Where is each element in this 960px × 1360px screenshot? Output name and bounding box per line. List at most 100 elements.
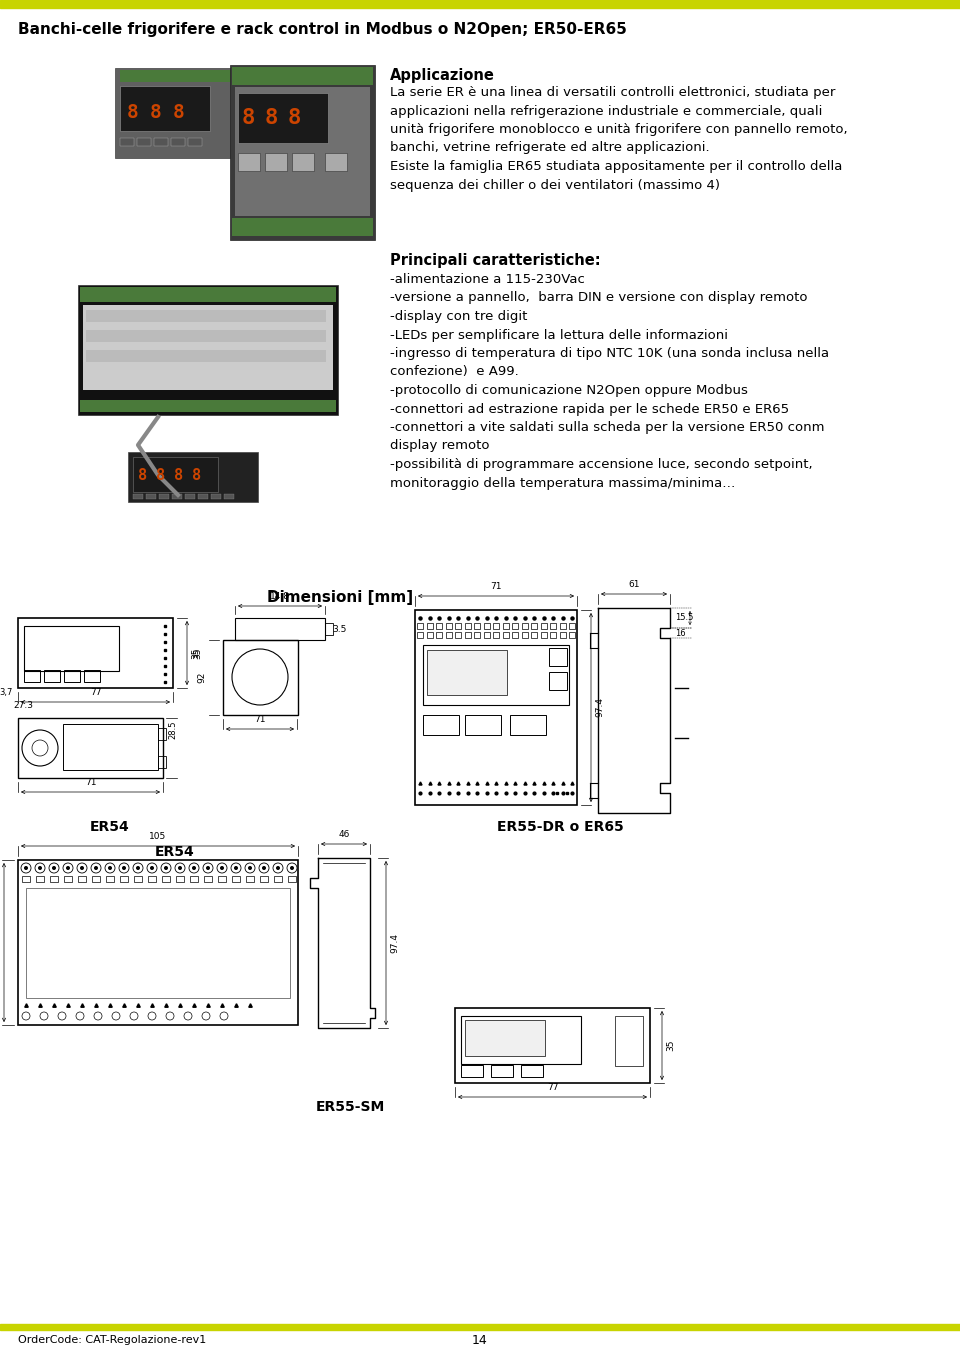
Bar bbox=[502, 623, 509, 628]
Bar bbox=[106, 876, 114, 883]
Bar bbox=[158, 728, 166, 740]
Bar bbox=[148, 876, 156, 883]
Bar bbox=[461, 1016, 581, 1064]
Bar bbox=[461, 1065, 483, 1077]
Circle shape bbox=[136, 866, 140, 870]
Bar bbox=[550, 632, 556, 638]
Bar bbox=[172, 494, 182, 499]
Bar bbox=[78, 286, 338, 415]
Circle shape bbox=[192, 866, 196, 870]
Text: 8: 8 bbox=[173, 103, 184, 122]
Bar bbox=[232, 67, 373, 84]
Bar bbox=[531, 623, 537, 628]
Bar bbox=[560, 632, 565, 638]
Bar bbox=[427, 650, 507, 695]
Text: 8: 8 bbox=[192, 468, 202, 483]
Text: 46: 46 bbox=[338, 830, 349, 839]
Bar bbox=[484, 632, 490, 638]
Bar bbox=[133, 457, 218, 492]
Bar bbox=[260, 876, 268, 883]
Text: 14.8: 14.8 bbox=[270, 592, 290, 601]
Bar bbox=[455, 1008, 650, 1083]
Circle shape bbox=[290, 866, 294, 870]
Bar bbox=[493, 632, 499, 638]
Bar bbox=[465, 715, 501, 734]
Circle shape bbox=[80, 866, 84, 870]
Bar bbox=[211, 494, 221, 499]
Bar bbox=[550, 623, 556, 628]
Text: 8: 8 bbox=[156, 468, 165, 483]
Text: ER54: ER54 bbox=[90, 820, 130, 834]
Bar bbox=[510, 715, 546, 734]
Bar bbox=[423, 645, 569, 704]
Text: 16: 16 bbox=[675, 628, 685, 638]
Text: 3.5: 3.5 bbox=[332, 624, 347, 634]
Text: 97.4: 97.4 bbox=[595, 696, 604, 717]
Bar bbox=[86, 350, 326, 362]
Bar bbox=[455, 623, 461, 628]
Bar bbox=[171, 137, 185, 146]
Bar bbox=[426, 632, 433, 638]
Bar bbox=[0, 1325, 960, 1330]
Bar bbox=[120, 69, 275, 82]
Text: 35: 35 bbox=[666, 1039, 675, 1051]
Text: Banchi-celle frigorifere e rack control in Modbus o N2Open; ER50-ER65: Banchi-celle frigorifere e rack control … bbox=[18, 22, 627, 37]
Bar bbox=[531, 632, 537, 638]
Bar bbox=[64, 876, 72, 883]
Text: 105: 105 bbox=[150, 832, 167, 840]
Bar bbox=[86, 330, 326, 341]
Text: 35: 35 bbox=[191, 647, 200, 658]
Bar bbox=[232, 876, 240, 883]
Bar bbox=[325, 623, 333, 635]
Text: 77: 77 bbox=[547, 1083, 559, 1092]
Bar bbox=[274, 876, 282, 883]
Bar bbox=[24, 626, 119, 670]
Text: 15.5: 15.5 bbox=[675, 613, 693, 623]
Circle shape bbox=[262, 866, 266, 870]
Bar bbox=[50, 876, 58, 883]
Text: La serie ER è una linea di versatili controlli elettronici, studiata per
applica: La serie ER è una linea di versatili con… bbox=[390, 86, 848, 192]
Circle shape bbox=[94, 866, 98, 870]
Text: 71: 71 bbox=[491, 582, 502, 592]
Bar bbox=[80, 287, 336, 302]
Bar bbox=[569, 632, 575, 638]
Circle shape bbox=[206, 866, 210, 870]
Bar bbox=[423, 715, 459, 734]
Bar bbox=[218, 876, 226, 883]
Bar bbox=[120, 137, 134, 146]
Bar bbox=[137, 137, 151, 146]
Bar bbox=[198, 494, 208, 499]
Bar bbox=[44, 670, 60, 681]
Circle shape bbox=[24, 866, 28, 870]
Bar bbox=[521, 632, 527, 638]
Bar bbox=[92, 876, 100, 883]
Circle shape bbox=[276, 866, 280, 870]
Bar bbox=[188, 137, 202, 146]
Text: 8: 8 bbox=[150, 103, 161, 122]
Bar bbox=[417, 632, 423, 638]
Bar bbox=[540, 623, 546, 628]
Bar bbox=[24, 670, 40, 681]
Bar bbox=[474, 632, 480, 638]
Bar bbox=[521, 623, 527, 628]
Circle shape bbox=[164, 866, 168, 870]
Text: 71: 71 bbox=[84, 778, 96, 787]
Bar bbox=[36, 876, 44, 883]
Bar bbox=[158, 756, 166, 768]
Bar bbox=[417, 623, 423, 628]
Bar bbox=[474, 623, 480, 628]
Bar bbox=[540, 632, 546, 638]
Circle shape bbox=[122, 866, 126, 870]
Bar bbox=[512, 632, 518, 638]
Bar bbox=[63, 724, 158, 770]
Text: ER55-DR o ER65: ER55-DR o ER65 bbox=[496, 820, 623, 834]
Text: 3,7: 3,7 bbox=[0, 688, 13, 698]
Text: -alimentazione a 115-230Vac
-versione a pannello,  barra DIN e versione con disp: -alimentazione a 115-230Vac -versione a … bbox=[390, 273, 829, 490]
Bar bbox=[134, 876, 142, 883]
Bar bbox=[560, 623, 565, 628]
Bar bbox=[512, 623, 518, 628]
Text: 61: 61 bbox=[628, 579, 639, 589]
Bar bbox=[436, 623, 442, 628]
Bar bbox=[18, 860, 298, 1025]
Text: 8: 8 bbox=[174, 468, 183, 483]
